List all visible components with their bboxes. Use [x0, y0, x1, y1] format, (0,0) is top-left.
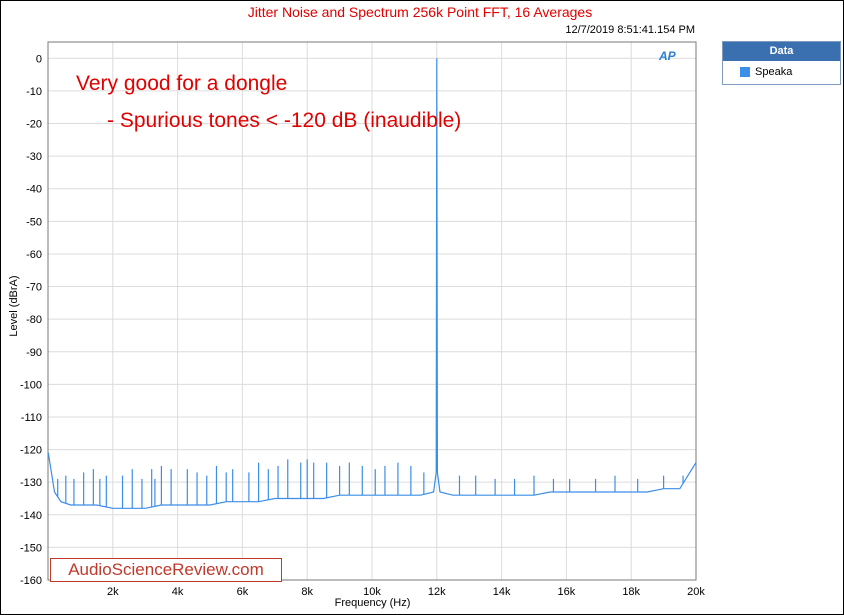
- x-tick-label: 14k: [493, 586, 511, 598]
- y-tick-label: -120: [20, 445, 42, 457]
- legend-item-speaka[interactable]: Speaka: [723, 61, 840, 83]
- x-tick-label: 2k: [107, 586, 119, 598]
- y-axis-label: Level (dBrA): [8, 275, 20, 337]
- x-tick-label: 20k: [687, 586, 705, 598]
- plot-border: [47, 41, 697, 581]
- y-tick-label: -40: [26, 184, 42, 196]
- y-tick-label: -90: [26, 347, 42, 359]
- grid-lines: [48, 42, 697, 581]
- y-tick-label: -30: [26, 151, 42, 163]
- y-tick-label: -150: [20, 542, 42, 554]
- y-tick-label: -10: [26, 86, 42, 98]
- x-axis-label: Frequency (Hz): [334, 597, 411, 609]
- x-tick-label: 18k: [622, 586, 640, 598]
- spur-lines: [57, 459, 684, 509]
- x-tick-label: 16k: [558, 586, 576, 598]
- x-tick-label: 4k: [172, 586, 184, 598]
- x-tick-label: 12k: [428, 586, 446, 598]
- y-tick-label: -160: [20, 575, 42, 587]
- chart-title: Jitter Noise and Spectrum 256k Point FFT…: [247, 4, 593, 20]
- legend: Data Speaka: [722, 41, 841, 85]
- y-axis-ticks: 0 -10 -20 -30 -40 -50 -60 -70 -80 -90 -100 -110 -120…: [20, 53, 42, 587]
- annotation-line-1: Very good for a dongle: [76, 72, 288, 95]
- legend-title: Data: [723, 42, 840, 61]
- y-tick-label: -20: [26, 119, 42, 131]
- x-tick-label: 8k: [301, 586, 313, 598]
- legend-label: Speaka: [755, 66, 793, 78]
- y-tick-label: -80: [26, 314, 42, 326]
- ap-logo: AP: [659, 49, 676, 63]
- y-tick-label: 0: [36, 53, 42, 65]
- y-tick-label: -60: [26, 249, 42, 261]
- legend-swatch: [740, 67, 750, 77]
- x-axis-ticks: 2k 4k 6k 8k 10k 12k 14k 16k 18k 20k: [107, 586, 705, 598]
- watermark: AudioScienceReview.com: [50, 558, 282, 582]
- series-line-speaka: [47, 58, 697, 509]
- y-tick-label: -110: [21, 412, 42, 424]
- x-tick-label: 10k: [363, 586, 381, 598]
- annotation-line-2: - Spurious tones < -120 dB (inaudible): [107, 109, 462, 132]
- y-tick-label: -140: [20, 510, 42, 522]
- y-tick-label: -50: [26, 216, 42, 228]
- timestamp: 12/7/2019 8:51:41.154 PM: [565, 24, 695, 36]
- x-tick-label: 6k: [237, 586, 249, 598]
- y-tick-label: -130: [20, 477, 42, 489]
- y-tick-label: -100: [20, 379, 42, 391]
- y-tick-label: -70: [26, 282, 42, 294]
